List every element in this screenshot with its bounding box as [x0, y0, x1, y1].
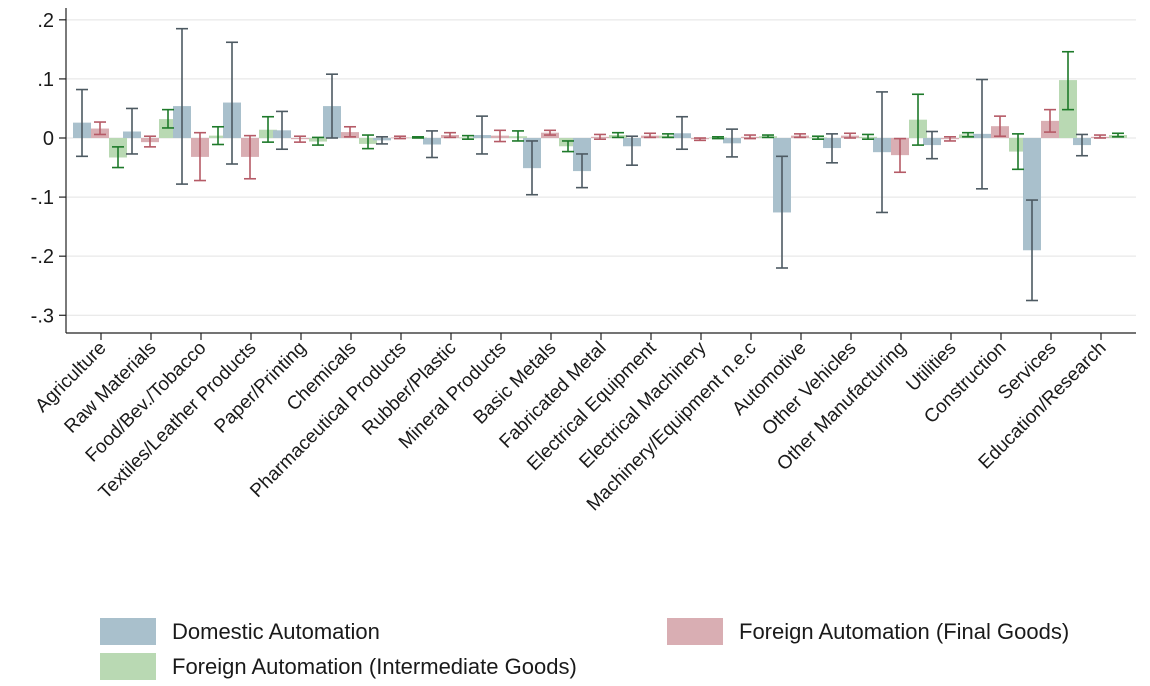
bar — [1023, 138, 1041, 251]
error-bars — [76, 27, 1124, 302]
y-tick-label: .1 — [37, 69, 54, 91]
y-axis-ticks: .2 .1 0 -.1 -.2 -.3 — [31, 10, 66, 327]
gridlines — [66, 19, 1136, 316]
y-tick-label: 0 — [43, 128, 54, 150]
legend-swatch — [667, 618, 723, 645]
legend-swatch — [100, 618, 156, 645]
legend: Domestic Automation Foreign Automation (F… — [100, 618, 1069, 680]
legend-label: Domestic Automation — [172, 619, 380, 644]
y-tick-label: -.3 — [31, 305, 54, 327]
legend-label: Foreign Automation (Final Goods) — [739, 619, 1069, 644]
legend-swatch — [100, 653, 156, 680]
bars — [73, 80, 1127, 251]
y-tick-label: .2 — [37, 10, 54, 32]
y-tick-label: -.2 — [31, 246, 54, 268]
legend-label: Foreign Automation (Intermediate Goods) — [172, 654, 577, 679]
y-tick-label: -.1 — [31, 187, 54, 209]
axes — [65, 8, 1136, 334]
